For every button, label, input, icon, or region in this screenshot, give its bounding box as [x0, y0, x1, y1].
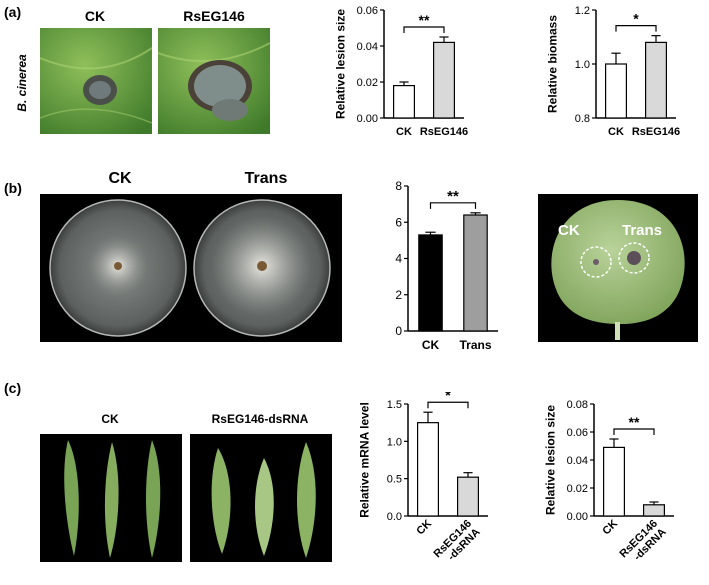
photo-header-rsEG146-dsrna: RsEG146-dsRNA	[211, 412, 309, 426]
photo-header-rseg146-a: RsEG146	[183, 8, 245, 24]
y-tick-label: 1.2	[575, 5, 590, 17]
significance-bracket	[427, 401, 469, 409]
significance-bracket	[403, 26, 445, 33]
photo-header-ck-a: CK	[84, 8, 106, 24]
bar-0	[416, 422, 439, 517]
x-tick-label: RsEG146	[420, 126, 468, 138]
significance-marker: **	[447, 188, 459, 205]
pathogen-label: B. cinerea	[15, 54, 29, 112]
chart-c1-relative-mrna-level: 0.0 0.5 1.0 1.5 Relative mRNA level CKRsEG146…	[360, 392, 488, 569]
y-tick-label: 6	[395, 215, 402, 229]
photo-header-trans-b: Trans	[244, 170, 288, 187]
leaf-lesion-photo-rseg146	[158, 28, 270, 134]
leaf-label-trans: Trans	[622, 222, 663, 239]
y-tick-label: 0.02	[567, 483, 588, 495]
y-tick-label: 4	[395, 252, 402, 266]
panel-label-b: (b)	[4, 180, 22, 196]
chart-c2-relative-lesion-size: 0.00 0.02 0.04 0.06 0.08 Relative lesion size…	[543, 399, 674, 569]
leaf-label-ck: CK	[558, 222, 580, 239]
y-tick-label: 0.08	[567, 399, 588, 411]
bar-1	[456, 476, 479, 517]
x-tick-label: Trans	[459, 338, 491, 352]
bar-1	[642, 504, 665, 517]
significance-bracket	[429, 202, 477, 209]
x-tick-label: CK	[600, 518, 620, 538]
x-tick-label-line: CK	[414, 518, 434, 538]
significance-bracket	[613, 428, 655, 435]
y-tick-label: 0.00	[357, 113, 378, 125]
leaf-lesion-photo-ck	[40, 28, 152, 134]
panel-label-c: (c)	[4, 380, 22, 396]
leaves-photo-ck	[40, 434, 182, 562]
y-tick-label: 0	[395, 324, 402, 338]
chart-a1-relative-lesion-size: 0.00 0.02 0.04 0.06 Relative lesion size CK Rs…	[336, 5, 468, 138]
y-tick-label: 1.0	[387, 436, 402, 448]
bar-0	[602, 446, 625, 517]
bar-0	[392, 84, 415, 119]
y-tick-label: 8	[395, 179, 402, 193]
infected-leaf-photo	[538, 194, 698, 342]
y-axis-label: Relative lesion size	[336, 9, 347, 119]
y-tick-label: 1.5	[387, 399, 402, 411]
photo-header-ck-c: CK	[101, 412, 119, 426]
y-axis-label: Relative mRNA level	[360, 402, 371, 518]
bar-0	[604, 63, 627, 119]
x-tick-label: RsEG146	[632, 126, 680, 138]
y-tick-label: 0.04	[567, 455, 588, 467]
colony-plates-photo	[40, 194, 342, 342]
y-tick-label: 0.02	[357, 77, 378, 89]
x-tick-label: CK	[396, 126, 412, 138]
bar-1	[644, 41, 667, 119]
y-axis-label: Relative lesion size	[543, 405, 557, 515]
x-tick-label: CK	[414, 518, 434, 538]
y-tick-label: 0.06	[567, 427, 588, 439]
y-tick-label: 0.0	[387, 511, 402, 523]
significance-marker: **	[629, 414, 640, 430]
x-tick-label: CK	[608, 126, 624, 138]
significance-marker: **	[419, 12, 430, 28]
photo-header-ck-b: CK	[108, 170, 132, 187]
leaves-photo-rseg146-dsrna	[190, 434, 332, 562]
x-tick-label: RsEG146-dsRNA	[431, 518, 482, 569]
y-tick-label: 2	[395, 288, 402, 302]
y-tick-label: 1.0	[575, 59, 590, 71]
bar-0	[418, 234, 443, 332]
y-tick-label: 0.06	[357, 5, 378, 17]
significance-marker: *	[445, 392, 451, 403]
significance-marker: *	[633, 11, 639, 27]
chart-a2-relative-biomass: 0.8 1.0 1.2 Relative biomass CK RsEG146 *	[548, 5, 680, 138]
bar-1	[432, 41, 455, 119]
bar-1	[463, 214, 488, 332]
x-tick-label: RsEG146-dsRNA	[617, 518, 668, 569]
significance-bracket	[615, 25, 657, 32]
y-tick-label: 0.00	[567, 511, 588, 523]
y-axis-label: Relative biomass	[548, 15, 559, 113]
y-tick-label: 0.5	[387, 474, 402, 486]
x-tick-label-line: CK	[600, 518, 620, 538]
panel-label-a: (a)	[4, 4, 22, 20]
x-tick-label: CK	[422, 338, 440, 352]
y-tick-label: 0.04	[357, 41, 378, 53]
y-tick-label: 0.8	[575, 113, 590, 125]
